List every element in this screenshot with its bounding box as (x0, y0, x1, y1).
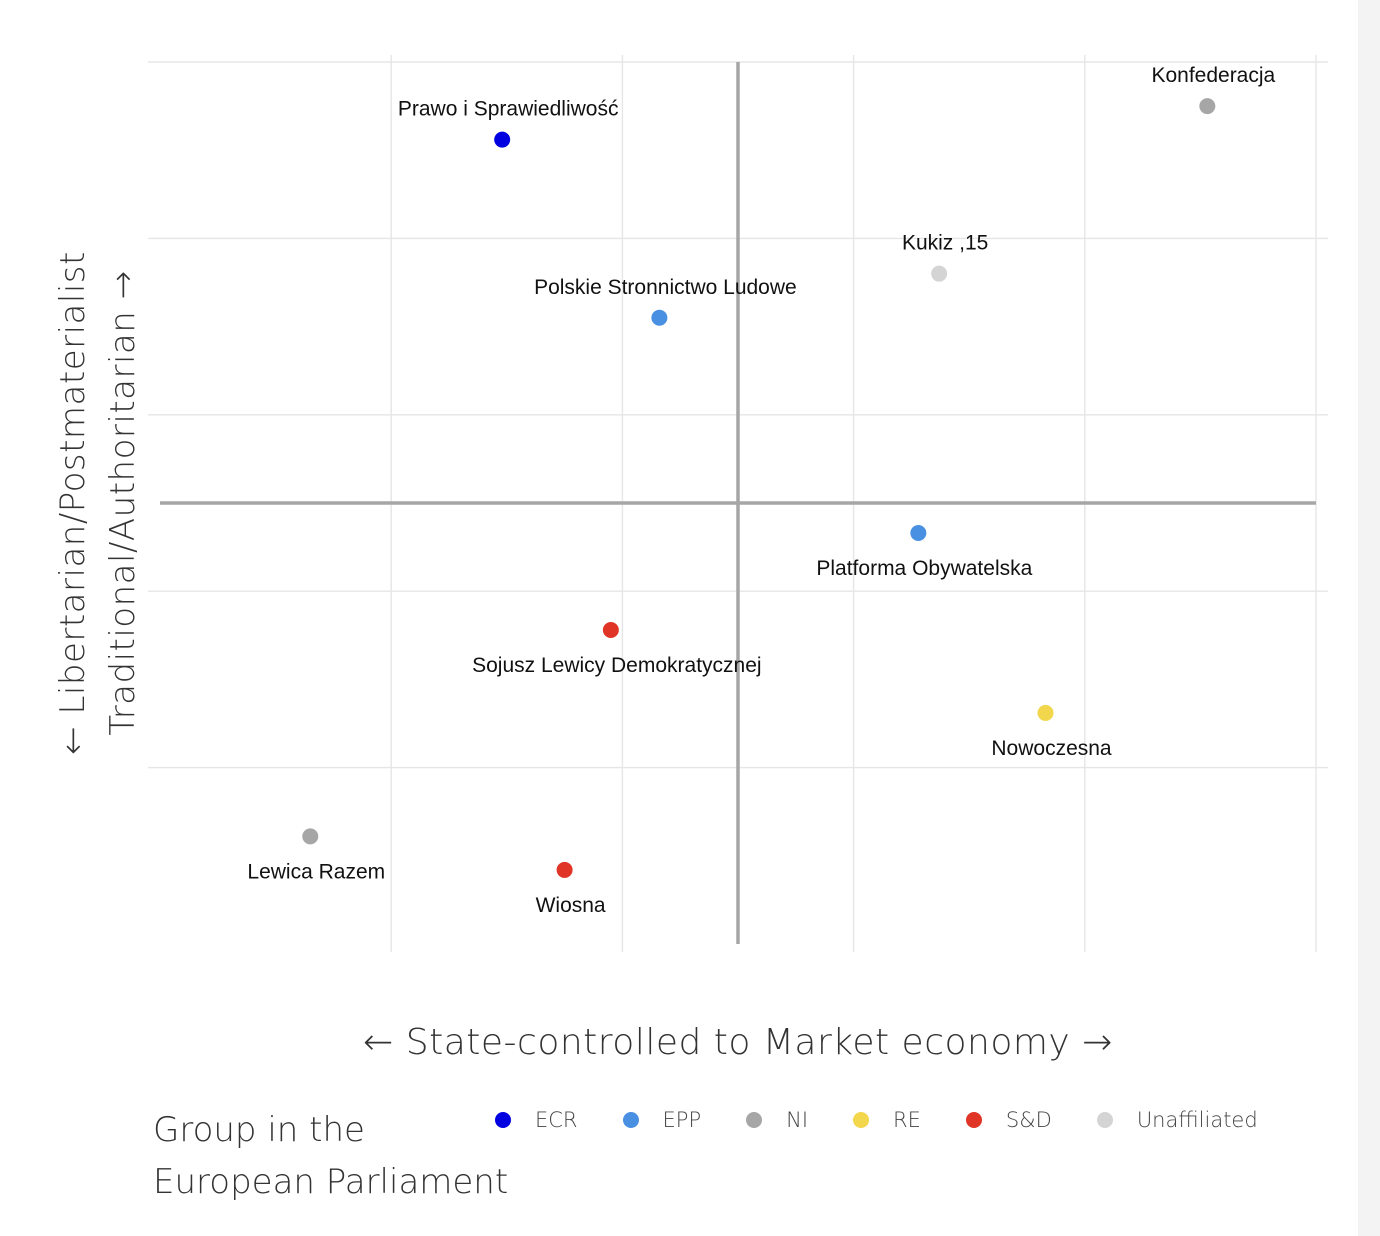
legend-item-1: EPP (614, 1108, 702, 1132)
point-label-7: Lewica Razem (247, 860, 385, 883)
data-point-4 (910, 524, 927, 541)
legend-label-5: Unaffiliated (1136, 1108, 1258, 1132)
legend-label-3: RE (893, 1108, 921, 1132)
point-labels: Konfederacja Prawo i Sprawiedliwość Kukiz … (247, 64, 1275, 917)
data-point-5 (602, 622, 619, 639)
legend-item-3: RE (844, 1108, 921, 1132)
point-label-6: Nowoczesna (991, 737, 1112, 760)
y-axis-title-line-2: Traditional/Authoritarian → (103, 270, 143, 735)
legend-swatch-3 (853, 1112, 870, 1128)
scrollbar-track[interactable] (1358, 0, 1380, 1236)
legend-swatch-5 (1096, 1112, 1113, 1128)
zero-axes (160, 62, 1316, 944)
x-axis-title: ← State-controlled to Market economy → (363, 1022, 1113, 1063)
data-point-2 (931, 265, 948, 282)
legend-swatch-0 (495, 1112, 511, 1128)
data-point-1 (494, 131, 511, 148)
legend-item-5: Unaffiliated (1088, 1108, 1258, 1132)
legend-item-0: ECR (486, 1108, 578, 1132)
legend-label-4: S&D (1005, 1108, 1052, 1132)
legend-label-1: EPP (662, 1108, 702, 1132)
data-point-0 (1199, 98, 1216, 115)
legend-item-2: NI (737, 1108, 808, 1132)
legend: ECR EPP NI RE S&D Unaffiliated (486, 1100, 1294, 1140)
point-label-2: Kukiz ,15 (902, 232, 988, 255)
data-point-3 (651, 309, 668, 326)
y-axis-title-line-1: ← Libertarian/Postmaterialist (53, 251, 93, 755)
data-points (302, 98, 1216, 878)
legend-label-2: NI (786, 1108, 809, 1132)
point-label-5: Sojusz Lewicy Demokratycznej (472, 654, 761, 677)
data-point-7 (302, 828, 319, 845)
point-label-4: Platforma Obywatelska (816, 557, 1032, 580)
legend-item-4: S&D (957, 1108, 1052, 1132)
data-point-8 (556, 861, 573, 878)
point-label-0: Konfederacja (1151, 64, 1275, 87)
legend-title-line-1: Group in the (153, 1110, 365, 1150)
legend-swatch-1 (622, 1112, 639, 1128)
point-label-1: Prawo i Sprawiedliwość (398, 98, 619, 121)
data-point-6 (1037, 704, 1054, 721)
point-label-3: Polskie Stronnictwo Ludowe (534, 276, 797, 299)
legend-swatch-2 (746, 1112, 763, 1128)
legend-title-line-2: European Parliament (153, 1162, 509, 1202)
legend-title: Group in the European Parliament (153, 1104, 508, 1208)
point-label-8: Wiosna (536, 894, 606, 917)
legend-swatch-4 (965, 1112, 982, 1128)
legend-label-0: ECR (535, 1108, 578, 1132)
